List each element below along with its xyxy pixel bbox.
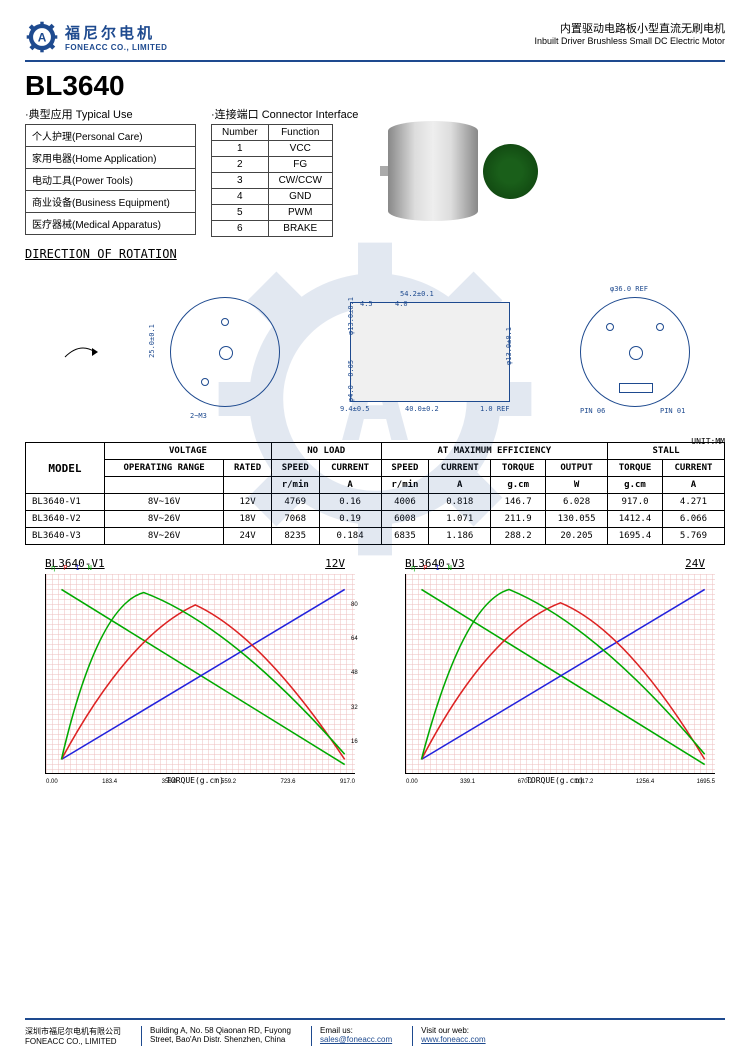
y-tick: 48 — [351, 670, 358, 676]
footer-addr2: Street, Bao'An Distr. Shenzhen, China — [150, 1035, 291, 1044]
footer-web-link[interactable]: www.foneacc.com — [421, 1035, 485, 1044]
x-tick: 1256.4 — [636, 779, 654, 785]
tagline-en: Inbuilt Driver Brushless Small DC Electr… — [534, 36, 725, 46]
header: A 福尼尔电机 FONEACC CO., LIMITED 内置驱动电路板小型直流… — [25, 20, 725, 62]
spec-sub: OUTPUT — [546, 460, 608, 477]
chart-volt: 24V — [685, 557, 705, 570]
footer: 深圳市福尼尔电机有限公司 FONEACC CO., LIMITED Buildi… — [25, 1018, 725, 1046]
chart-marker: P — [423, 564, 427, 572]
logo: A 福尼尔电机 FONEACC CO., LIMITED — [25, 20, 167, 54]
spec-cell: 1412.4 — [608, 511, 663, 528]
spec-cell: BL3640-V3 — [26, 528, 105, 545]
spec-cell: 4.271 — [662, 494, 724, 511]
use-item: 电动工具(Power Tools) — [26, 169, 196, 191]
spec-unit: W — [546, 477, 608, 494]
rear-view — [580, 297, 690, 407]
use-item: 家用电器(Home Application) — [26, 147, 196, 169]
use-item: 商业设备(Business Equipment) — [26, 191, 196, 213]
conn-cell: VCC — [268, 141, 332, 157]
conn-cell: 2 — [212, 157, 269, 173]
connector-table: NumberFunction1VCC2FG3CW/CCW4GND5PWM6BRA… — [211, 124, 333, 237]
typical-use-block: ·典型应用 Typical Use 个人护理(Personal Care)家用电… — [25, 106, 196, 237]
spec-hdr: MODEL — [26, 443, 105, 494]
y-tick: 64 — [351, 636, 358, 642]
spec-cell: 6.066 — [662, 511, 724, 528]
typical-use-table: 个人护理(Personal Care)家用电器(Home Application… — [25, 124, 196, 235]
gear-icon: A — [25, 20, 59, 54]
chart-marker: N — [88, 564, 92, 572]
performance-chart: BL3640-V112V ηPIN 0.00183.4356.0559.2723… — [35, 557, 355, 785]
x-tick: 1695.5 — [697, 779, 715, 785]
footer-company-en: FONEACC CO., LIMITED — [25, 1037, 121, 1046]
x-tick: 1017.2 — [575, 779, 593, 785]
x-tick: 559.2 — [221, 779, 236, 785]
chart-marker: P — [63, 564, 67, 572]
spec-unit: A — [662, 477, 724, 494]
chart-marker: η — [51, 564, 55, 572]
conn-cell: 3 — [212, 173, 269, 189]
y-tick: 32 — [351, 705, 358, 711]
conn-header: Function — [268, 125, 332, 141]
x-tick: 670.2 — [518, 779, 533, 785]
spec-sub: TORQUE — [608, 460, 663, 477]
spec-cell: 130.055 — [546, 511, 608, 528]
chart-marker: η — [411, 564, 415, 572]
spec-cell: BL3640-V1 — [26, 494, 105, 511]
chart-marker: I — [75, 564, 79, 572]
conn-cell: 1 — [212, 141, 269, 157]
conn-label: ·连接端口 Connector Interface — [211, 106, 358, 122]
y-tick: 16 — [351, 739, 358, 745]
use-item: 个人护理(Personal Care) — [26, 125, 196, 147]
conn-cell: CW/CCW — [268, 173, 332, 189]
chart-marker: N — [448, 564, 452, 572]
spec-unit: g.cm — [608, 477, 663, 494]
y-tick: 80 — [351, 602, 358, 608]
footer-email-label: Email us: — [320, 1026, 392, 1035]
front-view — [170, 297, 280, 407]
x-tick: 0.00 — [46, 779, 58, 785]
charts-row: BL3640-V112V ηPIN 0.00183.4356.0559.2723… — [25, 557, 725, 785]
model-title: BL3640 — [25, 70, 725, 102]
spec-cell: 6.028 — [546, 494, 608, 511]
conn-header: Number — [212, 125, 269, 141]
motor-photo — [373, 106, 553, 236]
side-view — [350, 302, 510, 402]
company-en: FONEACC CO., LIMITED — [65, 43, 167, 52]
x-tick: 183.4 — [102, 779, 117, 785]
conn-cell: FG — [268, 157, 332, 173]
rotation-arrow-icon — [60, 337, 100, 367]
performance-chart: BL3640-V324V ηPIN 0.00339.1670.21017.212… — [395, 557, 715, 785]
spec-cell: 5.769 — [662, 528, 724, 545]
unit-label: UNIT:MM — [691, 437, 725, 446]
footer-addr1: Building A, No. 58 Qiaonan RD, Fuyong — [150, 1026, 291, 1035]
datasheet-page: A 福尼尔电机 FONEACC CO., LIMITED 内置驱动电路板小型直流… — [0, 0, 750, 1061]
x-tick: 0.00 — [406, 779, 418, 785]
spec-cell: 917.0 — [608, 494, 663, 511]
spec-cell: 20.205 — [546, 528, 608, 545]
conn-cell: 4 — [212, 189, 269, 205]
spec-cell: BL3640-V2 — [26, 511, 105, 528]
footer-web-label: Visit our web: — [421, 1026, 485, 1035]
x-tick: 356.0 — [162, 779, 177, 785]
spec-cell: 1695.4 — [608, 528, 663, 545]
use-label: ·典型应用 Typical Use — [25, 106, 196, 122]
conn-cell: PWM — [268, 205, 332, 221]
conn-cell: 5 — [212, 205, 269, 221]
tagline-cn: 内置驱动电路板小型直流无刷电机 — [534, 20, 725, 36]
conn-cell: GND — [268, 189, 332, 205]
connector-block: ·连接端口 Connector Interface NumberFunction… — [211, 106, 358, 237]
company-cn: 福尼尔电机 — [65, 22, 167, 43]
x-tick: 917.0 — [340, 779, 355, 785]
use-item: 医疗器械(Medical Apparatus) — [26, 213, 196, 235]
x-tick: 723.6 — [280, 779, 295, 785]
footer-company-cn: 深圳市福尼尔电机有限公司 — [25, 1026, 121, 1037]
x-tick: 339.1 — [460, 779, 475, 785]
footer-email-link[interactable]: sales@foneacc.com — [320, 1035, 392, 1044]
chart-marker: I — [435, 564, 439, 572]
technical-drawing: A 25.0±0.1 2~M3 54.2±0.1 4.5 4.0 φ13.0±0… — [25, 269, 725, 434]
spec-sub: CURRENT — [662, 460, 724, 477]
svg-text:A: A — [38, 30, 47, 44]
